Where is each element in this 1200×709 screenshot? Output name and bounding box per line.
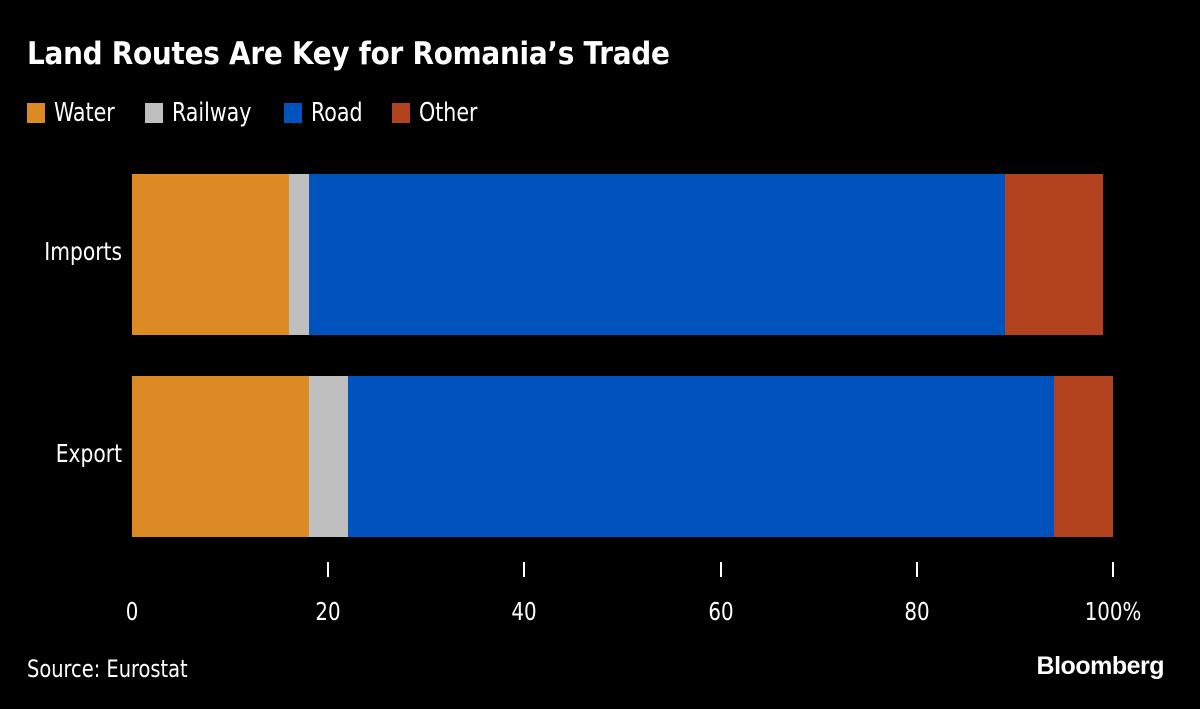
bar-segment-water bbox=[132, 376, 309, 537]
bar-segment-other bbox=[1054, 376, 1113, 537]
x-tick-label: 40 bbox=[511, 597, 537, 626]
x-tick-mark bbox=[523, 562, 526, 577]
x-tick-label: 100% bbox=[1084, 597, 1142, 626]
legend-label: Railway bbox=[171, 98, 252, 128]
legend-label: Water bbox=[54, 98, 115, 128]
bloomberg-logo: Bloomberg bbox=[1036, 652, 1165, 680]
bar-segment-water bbox=[132, 174, 289, 335]
x-tick-mark bbox=[915, 562, 918, 577]
x-tick-label: 0 bbox=[125, 597, 139, 626]
bar-segment-railway bbox=[288, 174, 309, 335]
chart-title: Land Routes Are Key for Romania’s Trade bbox=[27, 36, 670, 72]
legend-swatch-other bbox=[391, 103, 410, 123]
x-tick-label: 20 bbox=[315, 597, 341, 626]
legend: Water Railway Road Other bbox=[27, 98, 507, 128]
legend-label: Road bbox=[311, 98, 363, 128]
bar-segment-railway bbox=[308, 376, 348, 537]
bar-segment-road bbox=[347, 376, 1055, 537]
x-tick-label: 80 bbox=[904, 597, 930, 626]
x-tick-mark bbox=[719, 562, 722, 577]
legend-swatch-road bbox=[284, 103, 303, 123]
x-tick-mark bbox=[1112, 562, 1114, 577]
legend-item-railway: Railway bbox=[144, 98, 262, 128]
legend-item-other: Other bbox=[391, 98, 485, 128]
category-label-export: Export bbox=[55, 439, 123, 468]
source-note: Source: Eurostat bbox=[27, 655, 188, 683]
stacked-bar-imports bbox=[132, 174, 1104, 335]
x-tick-mark bbox=[327, 562, 330, 577]
bar-segment-road bbox=[308, 174, 1006, 335]
legend-item-road: Road bbox=[284, 98, 370, 128]
category-label-imports: Imports bbox=[44, 237, 122, 266]
legend-swatch-railway bbox=[144, 103, 163, 123]
legend-swatch-water bbox=[27, 103, 45, 123]
x-tick-label: 60 bbox=[707, 597, 734, 626]
legend-label: Other bbox=[418, 98, 478, 128]
stacked-bar-export bbox=[132, 376, 1113, 537]
legend-item-water: Water bbox=[27, 98, 123, 128]
bar-segment-other bbox=[1005, 174, 1104, 335]
